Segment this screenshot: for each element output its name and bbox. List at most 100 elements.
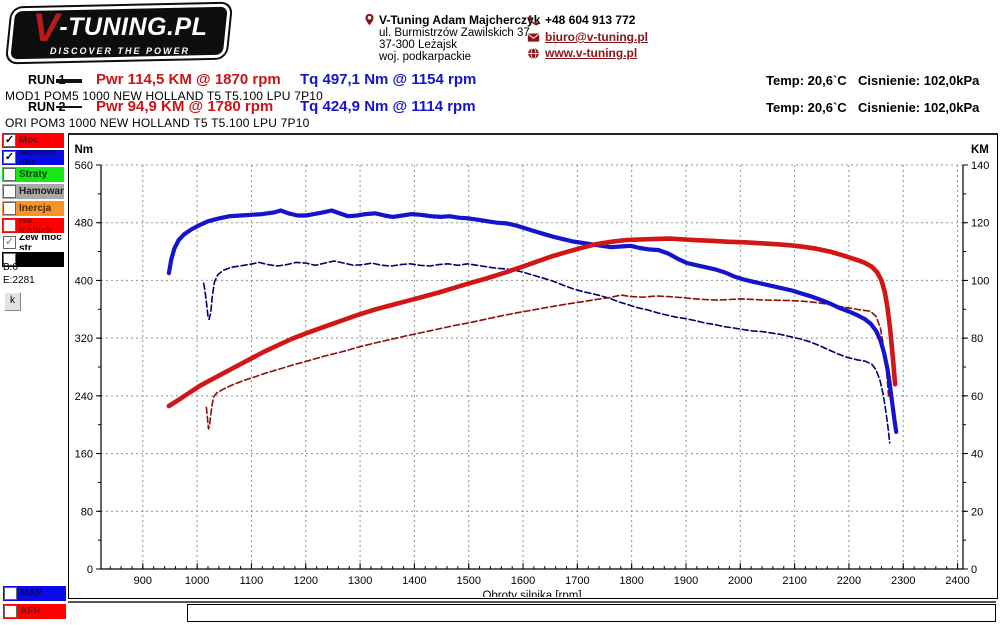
y-left-unit-label: Nm xyxy=(74,144,93,156)
run1-label: RUN 1 xyxy=(28,73,66,87)
legend-label: Zew moc str xyxy=(19,235,62,250)
contact-website-link[interactable]: www.v-tuning.pl xyxy=(545,46,638,60)
location-pin-icon xyxy=(365,13,374,26)
legend-label: Na Kolach xyxy=(19,218,53,233)
svg-text:1300: 1300 xyxy=(348,575,372,587)
logo-tagline: DISCOVER THE POWER xyxy=(49,46,190,56)
contact-street: ul. Burmistrzów Zawilskich 37 xyxy=(379,27,530,39)
svg-text:120: 120 xyxy=(971,218,989,230)
legend-label: Hamowana xyxy=(19,186,64,197)
legend-item-moc[interactable]: ✓ Moc xyxy=(2,133,64,148)
svg-text:60: 60 xyxy=(971,391,983,403)
svg-text:1400: 1400 xyxy=(402,575,426,587)
svg-text:1700: 1700 xyxy=(565,575,589,587)
legend-label: Inercja xyxy=(19,203,52,214)
svg-text:2000: 2000 xyxy=(728,575,752,587)
dyno-chart: 900 1000 1100 1200 1300 1400 1500 1600 1700 1800 1… xyxy=(74,144,989,602)
svg-text:1600: 1600 xyxy=(511,575,535,587)
logo-text: V-TUNING.PL DISCOVER THE POWER xyxy=(20,8,220,56)
contact-email-link[interactable]: biuro@v-tuning.pl xyxy=(545,30,649,44)
run1-pressure: Cisnienie: 102,0kPa xyxy=(858,73,980,88)
svg-text:2400: 2400 xyxy=(945,575,969,587)
series-mod-torque-run1 xyxy=(166,208,899,434)
legend-item-straty[interactable]: Straty xyxy=(2,167,64,182)
logo-brand: -TUNING.PL xyxy=(59,13,208,41)
series-mod-power-run1 xyxy=(166,236,898,409)
series-ori-power-run2 xyxy=(205,294,890,430)
run2-torque-value: Tq 424,9 Nm @ 1114 rpm xyxy=(300,98,476,115)
run1-temp: Temp: 20,6`C xyxy=(766,73,847,88)
v-tuning-logo: V-TUNING.PL DISCOVER THE POWER xyxy=(6,3,232,63)
checkbox-moment-obr[interactable]: ✓ xyxy=(3,151,16,164)
svg-text:1100: 1100 xyxy=(240,575,264,587)
svg-text:80: 80 xyxy=(971,333,983,345)
svg-text:1800: 1800 xyxy=(619,575,643,587)
svg-text:0: 0 xyxy=(971,564,977,576)
email-icon xyxy=(527,33,540,42)
svg-text:240: 240 xyxy=(75,391,93,403)
svg-text:560: 560 xyxy=(75,160,93,172)
run1-line-sample xyxy=(56,79,82,83)
legend-item-hamowana[interactable]: Hamowana xyxy=(2,184,64,199)
run2-description: ORI POM3 1000 NEW HOLLAND T5 T5.100 LPU … xyxy=(5,116,310,130)
svg-text:2300: 2300 xyxy=(891,575,915,587)
legend-item-blank[interactable] xyxy=(2,252,64,267)
checkbox-moc[interactable]: ✓ xyxy=(3,134,16,147)
k-button[interactable]: k xyxy=(4,292,21,311)
website-globe-icon xyxy=(528,47,539,60)
svg-text:100: 100 xyxy=(971,275,989,287)
run2-line-sample xyxy=(56,106,82,108)
svg-text:480: 480 xyxy=(75,218,93,230)
run1-power-value: Pwr 114,5 KM @ 1870 rpm xyxy=(96,71,281,88)
contact-phone: +48 604 913 772 xyxy=(545,13,636,27)
legend-item-inercja[interactable]: Inercja xyxy=(2,201,64,216)
checkbox-map[interactable] xyxy=(4,587,17,600)
svg-text:140: 140 xyxy=(971,160,989,172)
contact-city: 37-300 Leżajsk xyxy=(379,39,457,51)
svg-text:80: 80 xyxy=(81,506,93,518)
series-ori-torque-run2 xyxy=(202,260,891,444)
checkbox-inercja[interactable] xyxy=(3,202,16,215)
legend-item-moment-obr[interactable]: ✓ Moment obr xyxy=(2,150,64,165)
contact-region: woj. podkarpackie xyxy=(379,51,472,63)
chart-panel: 900 1000 1100 1200 1300 1400 1500 1600 1700 1800 1… xyxy=(68,133,998,602)
legend-label: Moment obr xyxy=(19,150,58,165)
y-right-unit-label: KM xyxy=(971,144,989,156)
svg-text:160: 160 xyxy=(75,449,93,461)
aux-strip-panel xyxy=(187,604,996,622)
svg-text:1000: 1000 xyxy=(185,575,209,587)
run2-pressure: Cisnienie: 102,0kPa xyxy=(858,100,980,115)
svg-text:900: 900 xyxy=(134,575,152,587)
aux-legend-item-afr[interactable]: AFR xyxy=(3,604,66,619)
aux-legend-item-map[interactable]: MAP xyxy=(3,586,66,601)
checkbox-zew-moc-str[interactable]: ✓ xyxy=(3,236,16,249)
b-counter: B:0 xyxy=(3,262,19,273)
svg-text:1200: 1200 xyxy=(294,575,318,587)
svg-text:20: 20 xyxy=(971,506,983,518)
checkbox-afr[interactable] xyxy=(4,605,17,618)
svg-text:1500: 1500 xyxy=(456,575,480,587)
checkbox-blank[interactable] xyxy=(3,253,16,266)
svg-text:400: 400 xyxy=(75,275,93,287)
e-counter: E:2281 xyxy=(3,275,35,286)
legend-label: Moc xyxy=(19,135,39,146)
legend-label: Straty xyxy=(19,169,48,180)
run1-description: MOD1 POM5 1000 NEW HOLLAND T5 T5.100 LPU… xyxy=(5,89,324,103)
checkbox-na-kolach[interactable] xyxy=(3,219,16,232)
checkbox-straty[interactable] xyxy=(3,168,16,181)
svg-text:320: 320 xyxy=(75,333,93,345)
run2-power-value: Pwr 94,9 KM @ 1780 rpm xyxy=(96,98,274,115)
svg-text:1900: 1900 xyxy=(674,575,698,587)
legend-label: AFR xyxy=(20,606,41,617)
run2-temp: Temp: 20,6`C xyxy=(766,100,847,115)
svg-text:0: 0 xyxy=(87,564,93,576)
phone-icon xyxy=(528,15,539,26)
bottom-divider xyxy=(68,601,996,603)
legend-item-na-kolach[interactable]: Na Kolach xyxy=(2,218,64,233)
svg-text:2200: 2200 xyxy=(837,575,861,587)
checkbox-hamowana[interactable] xyxy=(3,185,16,198)
run2-label: RUN 2 xyxy=(28,100,66,114)
svg-text:40: 40 xyxy=(971,449,983,461)
legend-item-zew-moc-str[interactable]: ✓ Zew moc str xyxy=(2,235,64,250)
